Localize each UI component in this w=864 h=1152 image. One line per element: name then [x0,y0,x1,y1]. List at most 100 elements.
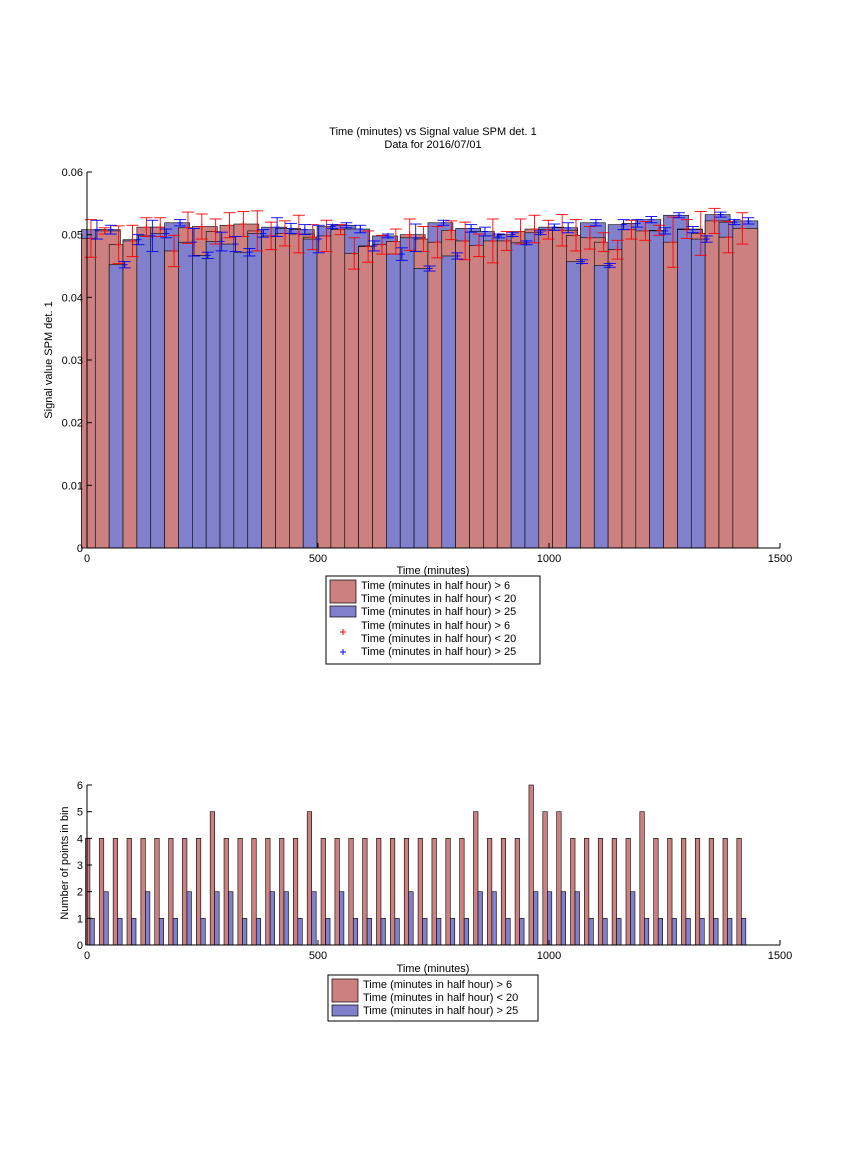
legend-swatch [331,1004,359,1017]
error-bar-series-1 [597,232,610,253]
count-bar-series-2 [269,891,275,946]
error-bar-series-1 [473,233,486,258]
count-bar-series-2 [574,891,580,946]
count-bar-series-1 [431,838,437,946]
y-tick-label: 0.06 [62,167,83,179]
count-bar-series-2 [685,918,691,946]
count-bar-series-2 [713,918,719,946]
count-bar-series-2 [436,918,442,946]
count-bar-series-1 [154,838,160,946]
count-bar-series-2 [131,918,137,946]
error-bar-series-2 [479,226,492,237]
count-bar-series-1 [320,838,326,946]
count-bar-series-1 [556,811,562,946]
count-bar-series-2 [699,918,705,946]
error-bar-series-2 [728,219,741,226]
error-bar-series-1 [431,226,444,259]
count-bar-series-1 [251,838,257,946]
error-bar-series-1 [542,219,555,240]
count-bar-series-2 [547,891,553,946]
count-bar-series-2 [311,891,317,946]
error-bar-series-2 [215,231,228,252]
count-bar-series-1 [348,838,354,946]
error-bar-series-2 [118,261,131,269]
count-bar-series-2 [103,891,109,946]
count-bar-series-1 [306,811,312,946]
error-bar-series-1 [500,231,513,251]
chart-subtitle: Data for 2016/07/01 [384,139,481,151]
count-bar-series-1 [237,838,243,946]
error-bar-series-2 [673,212,686,219]
count-bar-series-1 [126,838,132,946]
error-bar-series-2 [90,219,103,240]
count-bar-series-1 [597,838,604,946]
error-bar-series-1 [639,221,652,241]
error-bar-series-2 [617,219,630,231]
count-bar-series-2 [644,918,650,946]
count-bar-series-1 [403,838,410,946]
y-tick-label: 0 [77,940,83,952]
count-bar-series-2 [533,891,539,946]
y-tick-label: 4 [77,833,83,845]
count-bar-series-2 [657,918,663,946]
legend-label: Time (minutes in half hour) > 6 Time (min… [361,620,516,645]
count-bar-series-2 [671,918,677,946]
count-bar-series-2 [117,918,123,946]
error-bar-series-2 [700,235,713,243]
legend-bottom: Time (minutes in half hour) > 6 Time (min… [327,974,539,1022]
error-bar-series-2 [104,224,117,235]
error-bar-series-2 [381,232,394,239]
plot-area-bottom: 0 500 1000 1500 0 1 2 3 4 5 6 [77,780,792,962]
count-bar-series-2 [228,891,234,946]
count-bar-series-1 [390,838,396,946]
error-bar-series-1 [680,219,693,239]
count-bar-series-2 [325,918,331,946]
count-bar-series-2 [422,918,428,946]
error-bar-series-2 [243,248,256,257]
error-bar-series-1 [611,239,624,260]
chart-bottom: 0 500 1000 1500 0 1 2 3 4 5 6 Time (minutes) Numbe… [59,780,792,1022]
error-bar-series-2 [534,229,547,236]
count-bar-series-2 [297,918,303,946]
error-bar-series-2 [312,224,325,254]
count-bar-series-1 [473,811,479,946]
y-tick-label: 0.03 [62,355,83,367]
chart-top: Time (minutes) vs Signal value SPM det. … [43,126,792,665]
error-bar-series-2 [492,232,505,239]
count-bar-series-1 [570,838,576,946]
legend-box [327,974,539,1022]
x-tick-label: 500 [309,950,327,962]
legend-label: Time (minutes in half hour) > 25 [361,646,516,658]
error-bar-series-2 [354,224,367,234]
error-bar-series-1 [154,217,167,237]
count-bar-series-1 [376,838,382,946]
count-bar-series-1 [528,784,534,946]
count-bar-series-1 [459,838,465,946]
y-tick-label: 6 [77,780,83,792]
count-bar-series-2 [560,891,566,946]
count-bar-series-1 [611,838,617,946]
error-bar-series-1 [389,228,402,255]
count-bar-series-1 [625,838,631,946]
y-tick-label: 0 [77,543,83,555]
legend-label: Time (minutes in half hour) > 6 Time (min… [361,580,516,605]
error-bar-series-1 [223,212,236,239]
count-bar-series-2 [727,918,733,946]
error-bar-series-2 [326,223,339,230]
count-bar-series-1 [196,838,202,946]
x-axis-label: Time (minutes) [397,565,470,577]
count-bar-series-2 [505,918,511,946]
count-bar-series-1 [265,838,271,946]
x-tick-label: 500 [309,553,327,565]
error-bar-series-2 [465,224,478,233]
legend-plus-marker [340,649,346,655]
error-bar-series-2 [409,223,422,253]
error-bar-series-2 [201,251,214,259]
count-bar-series-1 [736,838,742,946]
count-bar-series-2 [380,918,386,946]
count-bar-series-1 [209,811,215,946]
count-bar-series-1 [694,838,701,946]
count-bar-series-2 [255,918,262,946]
error-bar-series-1 [140,217,153,237]
x-tick-label: 1500 [768,950,792,962]
